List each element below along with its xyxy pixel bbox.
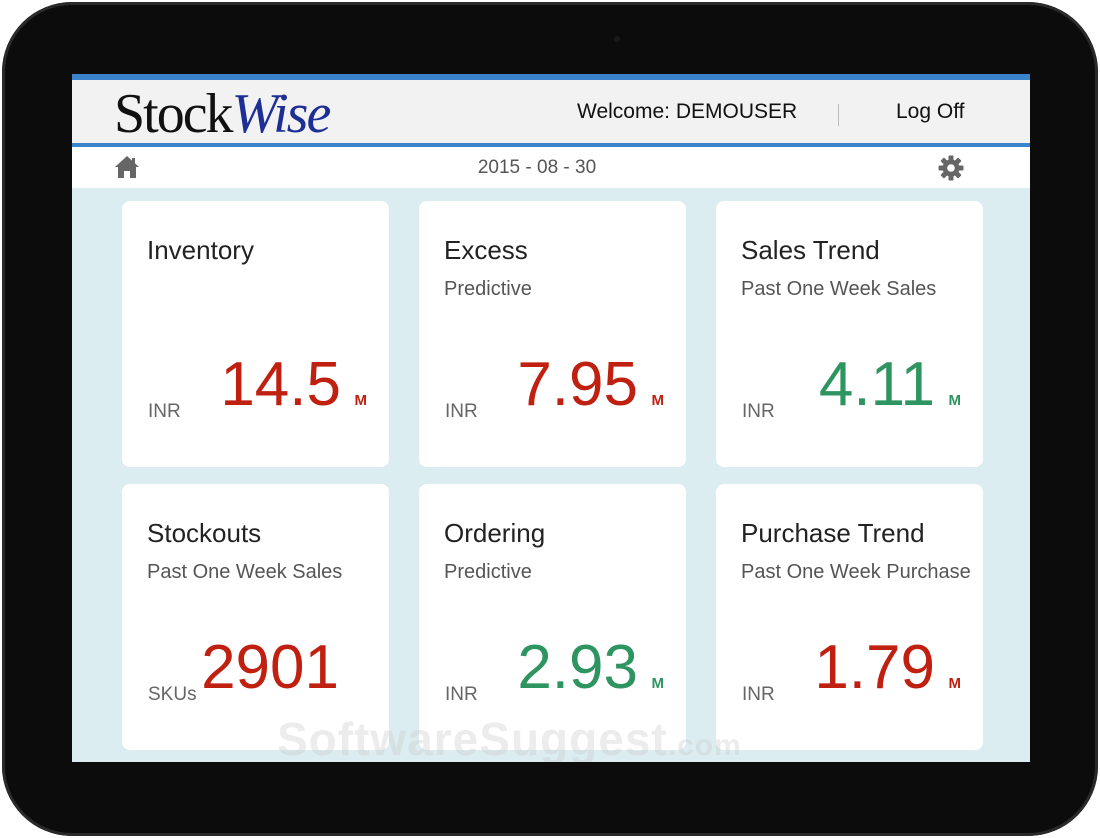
card-value: 2901 (201, 633, 339, 702)
home-icon[interactable] (114, 155, 140, 179)
logo-text-wise: Wise (231, 83, 332, 145)
card-magnitude: M (354, 392, 368, 409)
app-screen: StockWise Welcome: DEMOUSER Log Off 2015… (72, 74, 1030, 762)
card-unit: INR (742, 401, 775, 422)
kpi-card-excess[interactable]: Excess Predictive INR 7.95 M (419, 201, 686, 467)
card-title: Ordering (444, 518, 546, 548)
divider (838, 104, 839, 126)
card-value: 14.5 (220, 350, 341, 419)
card-value: 1.79 (814, 633, 935, 702)
card-title: Sales Trend (741, 235, 880, 265)
card-magnitude: M (948, 392, 962, 409)
kpi-card-stockouts[interactable]: Stockouts Past One Week Sales SKUs 2901 (122, 484, 389, 750)
log-off-button[interactable]: Log Off (896, 100, 965, 123)
sub-toolbar: 2015 - 08 - 30 (72, 147, 1030, 188)
card-title: Stockouts (147, 518, 262, 548)
kpi-card-ordering[interactable]: Ordering Predictive INR 2.93 M (419, 484, 686, 750)
username: DEMOUSER (675, 100, 798, 123)
camera (614, 36, 620, 42)
card-magnitude: M (651, 392, 665, 409)
gear-icon[interactable] (938, 155, 964, 181)
card-value: 4.11 (818, 350, 935, 419)
card-subtitle: Past One Week Sales (147, 561, 343, 583)
card-unit: SKUs (148, 684, 197, 705)
card-magnitude: M (651, 675, 665, 692)
card-magnitude: M (948, 675, 962, 692)
card-subtitle: Predictive (444, 561, 532, 583)
welcome-text: Welcome: DEMOUSER (577, 100, 797, 124)
logo-text-stock: Stock (114, 83, 234, 145)
card-value: 7.95 (517, 350, 638, 419)
welcome-label: Welcome: (577, 100, 670, 123)
card-subtitle: Predictive (444, 278, 532, 300)
card-subtitle: Past One Week Sales (741, 278, 937, 300)
card-unit: INR (445, 684, 478, 705)
card-title: Purchase Trend (741, 518, 925, 548)
date-display: 2015 - 08 - 30 (477, 157, 597, 178)
kpi-card-inventory[interactable]: Inventory INR 14.5 M (122, 201, 389, 467)
card-title: Excess (444, 235, 528, 265)
kpi-card-sales-trend[interactable]: Sales Trend Past One Week Sales INR 4.11 M (716, 201, 983, 467)
kpi-card-purchase-trend[interactable]: Purchase Trend Past One Week Purchase INR 1… (716, 484, 983, 750)
card-title: Inventory (147, 235, 254, 265)
card-unit: INR (742, 684, 775, 705)
card-value: 2.93 (517, 633, 638, 702)
header: StockWise Welcome: DEMOUSER Log Off (72, 74, 1030, 147)
card-unit: INR (445, 401, 478, 422)
card-unit: INR (148, 401, 181, 422)
logo: StockWise (114, 83, 332, 145)
card-subtitle: Past One Week Purchase (741, 561, 971, 583)
watermark: SoftwareSuggest.com (277, 713, 742, 762)
